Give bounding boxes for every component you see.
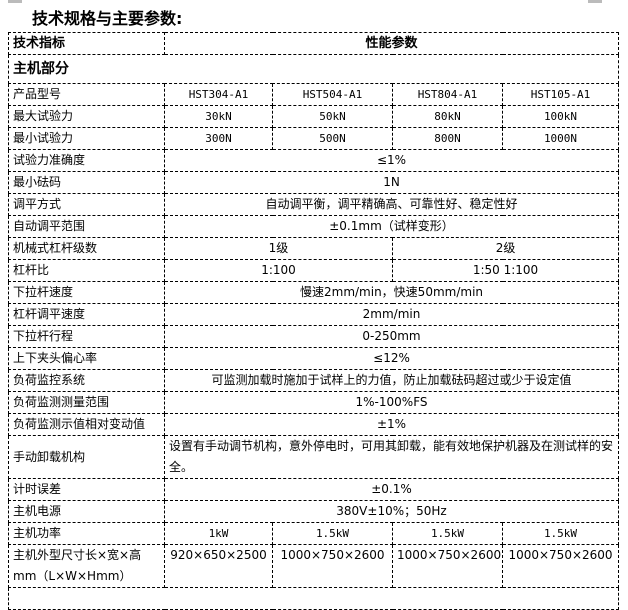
header-spec: 技术指标 (8, 32, 165, 55)
row-value: 慢速2mm/min，快速50mm/min (163, 281, 620, 304)
row-value: 1000×750×2600 (392, 544, 503, 588)
scroll-marker-left (8, 0, 22, 3)
row-label: 杠杆比 (8, 259, 165, 282)
row-label: 计时误差 (8, 478, 165, 501)
row-value: 可监测加载时施加于试样上的力值，防止加载砝码超过或少于设定值 (163, 369, 620, 392)
row-value: 1N (163, 171, 620, 194)
table-row: 负荷监测测量范围 1%-100%FS (8, 391, 620, 414)
table-row: 杠杆调平速度 2mm/min (8, 303, 620, 326)
row-label: 调平方式 (8, 193, 165, 216)
row-value: 500N (272, 127, 393, 150)
row-label: 负荷监测测量范围 (8, 391, 165, 414)
row-value: 2mm/min (163, 303, 620, 326)
table-row: 下拉杆速度 慢速2mm/min，快速50mm/min (8, 281, 620, 304)
row-value: 自动调平衡，调平精确高、可靠性好、稳定性好 (163, 193, 620, 216)
row-value: 1kW (164, 522, 273, 545)
row-label: 产品型号 (8, 83, 165, 106)
row-label: 下拉杆速度 (8, 281, 165, 304)
empty-row (7, 587, 620, 610)
row-label: 主机电源 (8, 500, 165, 523)
row-value: ≤12% (163, 347, 620, 370)
table-row: 产品型号 HST304-A1 HST504-A1 HST804-A1 HST105-A1 (8, 83, 620, 106)
row-value: 1.5kW (272, 522, 393, 545)
row-label: 试验力准确度 (8, 149, 165, 172)
row-label: 负荷监测示值相对变动值 (8, 413, 165, 436)
section-title: 主机部分 (7, 54, 620, 84)
section-row: 主机部分 (7, 54, 620, 84)
row-value: 100kN (501, 105, 620, 128)
row-value: 80kN (392, 105, 503, 128)
table-row: 主机外型尺寸长×宽×高mm（L×W×Hmm） 920×650×2500 1000×7… (8, 544, 620, 588)
row-label: 负荷监控系统 (8, 369, 165, 392)
row-value: 1000×750×2600 (272, 544, 393, 588)
row-value: ±0.1% (163, 478, 620, 501)
table-row: 机械式杠杆级数 1级 2级 (8, 237, 620, 260)
row-value: ±1% (163, 413, 620, 436)
table-row: 调平方式 自动调平衡，调平精确高、可靠性好、稳定性好 (8, 193, 620, 216)
table-row: 杠杆比 1:100 1:50 1:100 (8, 259, 620, 282)
row-label: 上下夹头偏心率 (8, 347, 165, 370)
row-value: 设置有手动调节机构，意外停电时，可用其卸载，能有效地保护机器及在测试样的安全。 (163, 435, 620, 479)
table-row: 自动调平范围 ±0.1mm（试样变形） (8, 215, 620, 238)
row-value: 380V±10%；50Hz (163, 500, 620, 523)
row-label: 杠杆调平速度 (8, 303, 165, 326)
row-value: ±0.1mm（试样变形） (163, 215, 620, 238)
row-value: 1级 (164, 237, 393, 260)
row-value: 2级 (391, 237, 620, 260)
table-row: 上下夹头偏心率 ≤12% (8, 347, 620, 370)
scroll-marker-right (588, 0, 602, 3)
row-label: 最大试验力 (8, 105, 165, 128)
row-label: 自动调平范围 (8, 215, 165, 238)
row-value: 30kN (164, 105, 273, 128)
row-label: 最小试验力 (8, 127, 165, 150)
table-row: 最大试验力 30kN 50kN 80kN 100kN (8, 105, 620, 128)
row-label: 最小砝码 (8, 171, 165, 194)
row-value: HST105-A1 (501, 83, 620, 106)
row-value: 1%-100%FS (163, 391, 620, 414)
table-row: 下拉杆行程 0-250mm (8, 325, 620, 348)
row-value: 1000N (501, 127, 620, 150)
table-row: 试验力准确度 ≤1% (8, 149, 620, 172)
row-value: 300N (164, 127, 273, 150)
table-row: 计时误差 ±0.1% (8, 478, 620, 501)
row-value: 1.5kW (392, 522, 503, 545)
page-title: 技术规格与主要参数: (32, 9, 183, 28)
row-value: 0-250mm (163, 325, 620, 348)
row-value: 920×650×2500 (164, 544, 273, 588)
table-row: 负荷监测示值相对变动值 ±1% (8, 413, 620, 436)
row-label: 下拉杆行程 (8, 325, 165, 348)
table-row: 最小试验力 300N 500N 800N 1000N (8, 127, 620, 150)
row-value: 800N (392, 127, 503, 150)
row-label: 机械式杠杆级数 (8, 237, 165, 260)
row-value: 1:50 1:100 (391, 259, 620, 282)
row-value: HST304-A1 (164, 83, 273, 106)
row-value: 1000×750×2600 (501, 544, 620, 588)
row-value: 50kN (272, 105, 393, 128)
row-label: 主机功率 (8, 522, 165, 545)
table-row: 负荷监控系统 可监测加载时施加于试样上的力值，防止加载砝码超过或少于设定值 (8, 369, 620, 392)
table-row: 主机功率 1kW 1.5kW 1.5kW 1.5kW (8, 522, 620, 545)
table-row: 最小砝码 1N (8, 171, 620, 194)
table-header-row: 技术指标 性能参数 (8, 32, 620, 55)
table-row: 手动卸载机构 设置有手动调节机构，意外停电时，可用其卸载，能有效地保护机器及在测试… (8, 435, 620, 479)
spec-table: 技术指标 性能参数 主机部分 产品型号 HST304-A1 HST504-A1 HST… (7, 32, 620, 610)
row-value: HST804-A1 (392, 83, 503, 106)
row-label: 手动卸载机构 (8, 435, 165, 479)
row-label: 主机外型尺寸长×宽×高mm（L×W×Hmm） (8, 544, 165, 588)
row-value: 1:100 (164, 259, 393, 282)
row-value: ≤1% (163, 149, 620, 172)
table-row: 主机电源 380V±10%；50Hz (8, 500, 620, 523)
empty-cell (7, 587, 620, 610)
row-value: 1.5kW (501, 522, 620, 545)
header-performance: 性能参数 (163, 32, 620, 55)
row-value: HST504-A1 (272, 83, 393, 106)
